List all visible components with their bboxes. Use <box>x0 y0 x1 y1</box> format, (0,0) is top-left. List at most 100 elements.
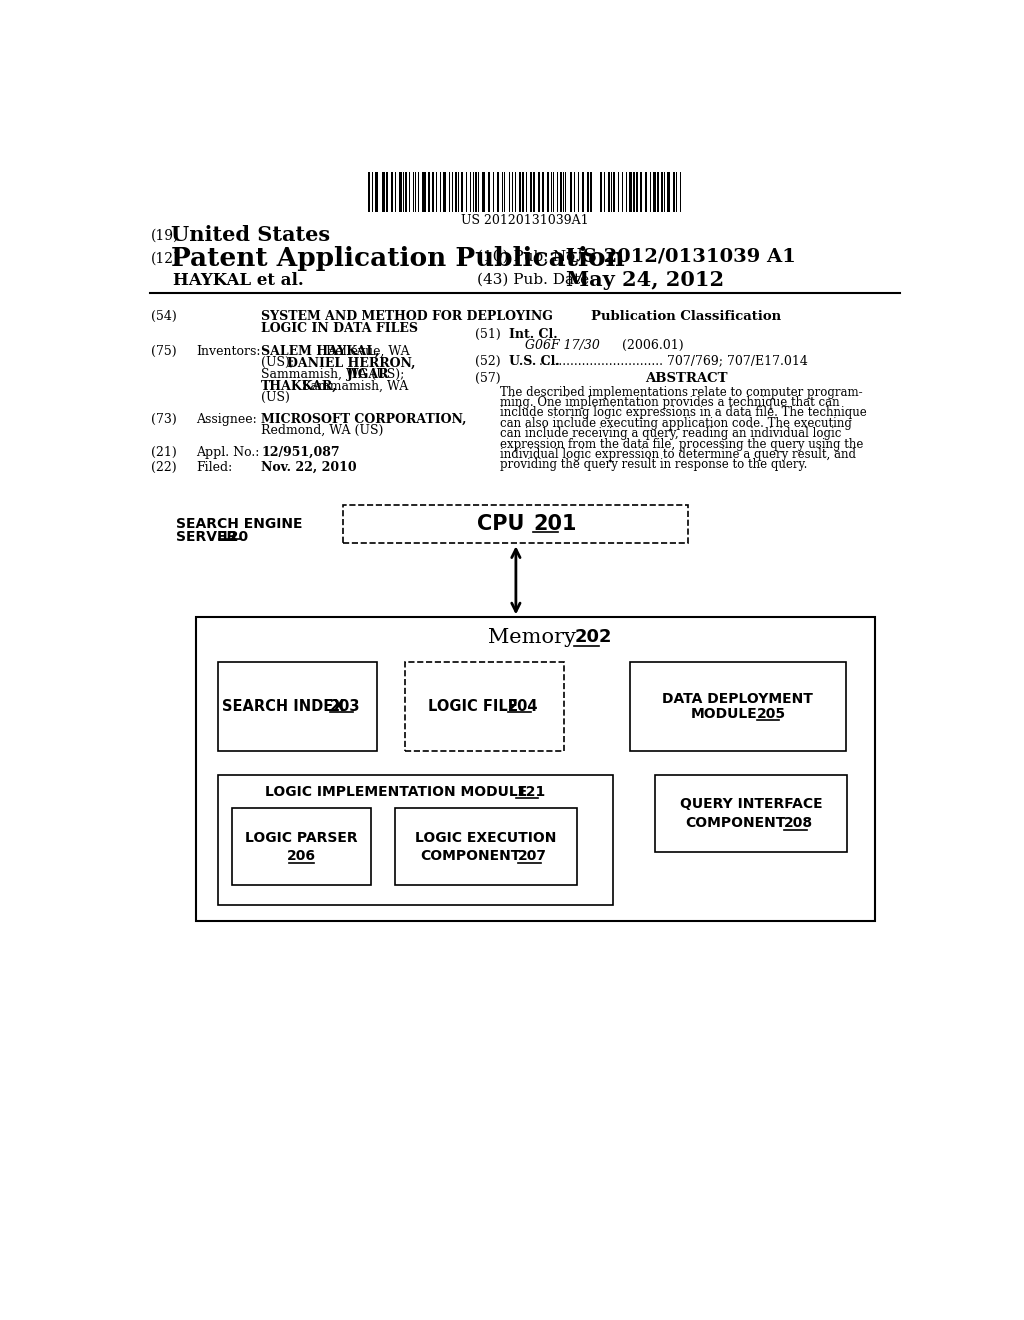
Bar <box>417 173 418 213</box>
Bar <box>535 173 538 213</box>
Bar <box>552 173 554 213</box>
Text: CPU: CPU <box>477 515 524 535</box>
Text: LOGIC IMPLEMENTATION MODULE: LOGIC IMPLEMENTATION MODULE <box>265 785 527 799</box>
Bar <box>615 173 617 213</box>
Bar <box>369 173 681 213</box>
Bar <box>677 173 680 213</box>
Text: can include receiving a query, reading an individual logic: can include receiving a query, reading a… <box>500 428 842 440</box>
Bar <box>627 173 630 213</box>
Text: (75): (75) <box>152 345 177 358</box>
Text: LOGIC PARSER: LOGIC PARSER <box>246 830 358 845</box>
Text: SEARCH ENGINE: SEARCH ENGINE <box>176 517 302 531</box>
Text: include storing logic expressions in a data file. The technique: include storing logic expressions in a d… <box>500 407 866 420</box>
Text: LOGIC FILE: LOGIC FILE <box>428 698 518 714</box>
Text: 207: 207 <box>518 849 547 863</box>
Text: G06F 17/30: G06F 17/30 <box>524 339 600 352</box>
Bar <box>218 775 613 904</box>
Text: 120: 120 <box>219 529 249 544</box>
Text: (US);: (US); <box>261 356 298 370</box>
Bar <box>665 173 668 213</box>
Bar <box>595 173 598 213</box>
Bar <box>401 173 403 213</box>
Text: providing the query result in response to the query.: providing the query result in response t… <box>500 458 807 471</box>
Text: DATA DEPLOYMENT: DATA DEPLOYMENT <box>663 692 813 706</box>
Bar <box>419 173 422 213</box>
Bar <box>670 173 673 213</box>
Bar <box>479 173 482 213</box>
Bar <box>378 173 381 213</box>
Text: 204: 204 <box>508 698 539 714</box>
Text: LOGIC IN DATA FILES: LOGIC IN DATA FILES <box>261 322 418 335</box>
Text: (19): (19) <box>152 228 179 243</box>
Bar <box>585 173 587 213</box>
Bar <box>643 173 645 213</box>
Text: (73): (73) <box>152 412 177 425</box>
Text: individual logic expression to determine a query result, and: individual logic expression to determine… <box>500 447 856 461</box>
Bar <box>231 808 372 886</box>
Bar <box>197 618 876 921</box>
Text: (54): (54) <box>152 310 177 323</box>
Bar <box>630 663 846 751</box>
Text: (12): (12) <box>152 252 179 265</box>
Bar <box>531 173 534 213</box>
Text: 203: 203 <box>330 698 360 714</box>
Text: US 20120131039A1: US 20120131039A1 <box>461 214 589 227</box>
Bar <box>463 173 466 213</box>
Text: DANIEL HERRON,: DANIEL HERRON, <box>287 356 416 370</box>
Text: May 24, 2012: May 24, 2012 <box>566 271 724 290</box>
Bar <box>385 173 386 213</box>
Text: SYSTEM AND METHOD FOR DEPLOYING: SYSTEM AND METHOD FOR DEPLOYING <box>261 310 553 323</box>
Text: MODULE: MODULE <box>690 708 758 721</box>
Text: LOGIC EXECUTION: LOGIC EXECUTION <box>415 830 556 845</box>
Text: HAYKAL et al.: HAYKAL et al. <box>173 272 304 289</box>
Bar <box>494 173 497 213</box>
Bar <box>516 173 519 213</box>
Bar <box>540 173 542 213</box>
Bar <box>484 173 487 213</box>
Text: U.S. Cl.: U.S. Cl. <box>509 355 560 368</box>
Text: Publication Classification: Publication Classification <box>591 310 781 323</box>
Bar <box>579 173 583 213</box>
Bar <box>658 173 662 213</box>
Bar <box>430 173 432 213</box>
Text: Redmond, WA (US): Redmond, WA (US) <box>261 424 384 437</box>
Text: Sammamish, WA: Sammamish, WA <box>299 379 409 392</box>
Bar <box>527 173 530 213</box>
Bar <box>500 173 502 213</box>
Bar <box>471 173 473 213</box>
Bar <box>663 173 665 213</box>
Text: (21): (21) <box>152 446 177 458</box>
Bar <box>647 173 649 213</box>
Bar <box>638 173 640 213</box>
Text: 202: 202 <box>574 628 612 647</box>
Text: expression from the data file, processing the query using the: expression from the data file, processin… <box>500 437 863 450</box>
Bar <box>598 173 600 213</box>
Text: Bellevue, WA: Bellevue, WA <box>322 345 410 358</box>
Bar <box>602 173 604 213</box>
Text: (51): (51) <box>475 327 501 341</box>
Bar <box>567 173 569 213</box>
Text: Patent Application Publication: Patent Application Publication <box>171 246 625 271</box>
Bar <box>524 173 525 213</box>
Bar <box>394 808 577 886</box>
Text: 201: 201 <box>532 515 577 535</box>
Text: United States: United States <box>171 226 330 246</box>
Text: SERVER: SERVER <box>176 529 242 544</box>
Text: can also include executing application code. The executing: can also include executing application c… <box>500 417 852 430</box>
Bar <box>489 173 493 213</box>
Bar <box>572 173 574 213</box>
Bar <box>403 173 406 213</box>
Text: Filed:: Filed: <box>197 461 232 474</box>
Bar <box>218 663 377 751</box>
Text: (57): (57) <box>475 372 501 384</box>
Bar <box>510 173 512 213</box>
Text: 206: 206 <box>287 849 316 863</box>
Bar <box>441 173 443 213</box>
Text: 205: 205 <box>758 708 786 721</box>
Text: 121: 121 <box>516 785 546 799</box>
Bar <box>506 173 509 213</box>
Text: Inventors:: Inventors: <box>197 345 261 358</box>
Bar <box>604 173 607 213</box>
Bar <box>450 173 452 213</box>
Bar <box>373 173 375 213</box>
